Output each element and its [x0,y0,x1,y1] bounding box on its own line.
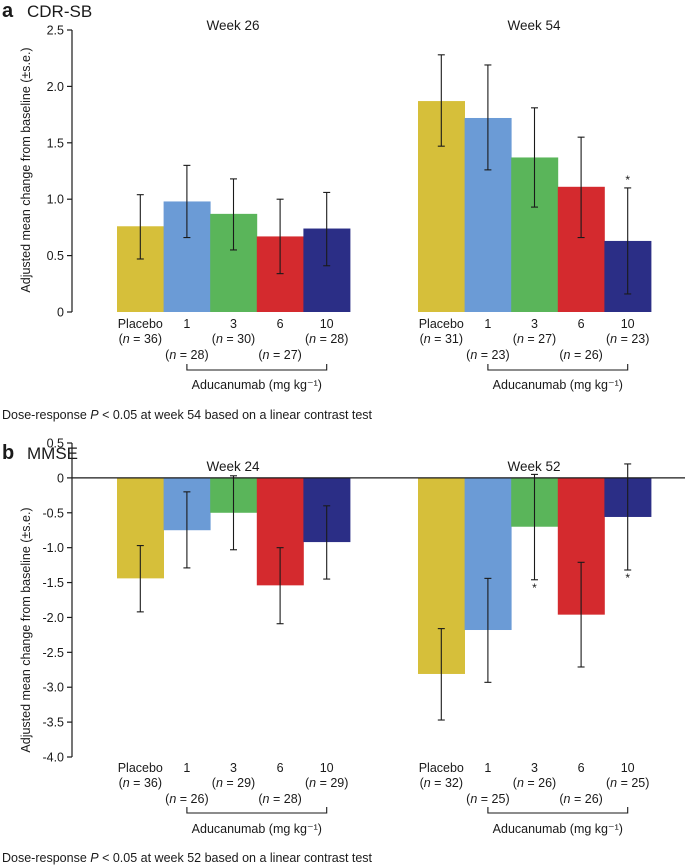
panel-a-footnote: Dose-response P < 0.05 at week 54 based … [2,408,373,422]
panel-b-category-label: 3 [531,761,538,775]
panel-b-y-tick-label: -3.5 [42,716,64,730]
panel-b: b MMSE Adjusted mean change from baselin… [2,437,685,865]
panel-b-dose-bracket [487,807,629,814]
panel-a-category-label: 3 [230,317,237,331]
panel-b-category-label: 1 [183,761,190,775]
panel-b-plot: -4.0 -3.5 -3.0 -2.5 -2.0 -1.5 -1.0 -0.5 0 0.5 Plac… [42,437,685,836]
panel-b-n-label: (n = 28) [258,792,301,806]
panel-b-footnote: Dose-response P < 0.05 at week 52 based … [2,851,373,865]
panel-b-n-label: (n = 26) [513,776,556,790]
panel-a-n-label: (n = 23) [466,348,509,362]
panel-b-y-tick-label: 0.5 [47,437,64,451]
panel-a: a CDR-SB Adjusted mean change from basel… [2,0,652,422]
panel-b-dose-group-label: Aducanumab (mg kg⁻¹) [493,822,623,836]
panel-b-n-label: (n = 26) [559,792,602,806]
panel-b-category-label: Placebo [118,761,163,775]
panel-b-category-label: Placebo [419,761,464,775]
panel-a-dose-group-label: Aducanumab (mg kg⁻¹) [192,378,322,392]
panel-a-group-title-2: Week 54 [507,18,561,33]
panel-a-category-label: 1 [183,317,190,331]
panel-b-n-label: (n = 29) [212,776,255,790]
panel-b-y-axis-label: Adjusted mean change from baseline (±s.e… [19,507,33,752]
panel-a-category-label: 10 [320,317,334,331]
panel-a-category-label: 6 [277,317,284,331]
panel-b-dose-bracket [186,807,328,814]
panel-b-group-title-1: Week 24 [206,459,260,474]
panel-b-n-label: (n = 36) [119,776,162,790]
panel-b-category-label: 1 [484,761,491,775]
panel-b-significance-marker: * [625,571,630,585]
panel-a-category-label: 1 [484,317,491,331]
panel-a-y-tick-label: 1.5 [47,136,64,150]
panel-a-n-label: (n = 31) [420,332,463,346]
panel-a-y-tick-label: 0 [57,306,64,320]
panel-b-group-title-2: Week 52 [507,459,560,474]
panel-a-dose-bracket [487,364,629,371]
panel-a-n-label: (n = 27) [258,348,301,362]
panel-a-label: a [2,0,14,22]
panel-a-n-label: (n = 28) [305,332,348,346]
panel-b-category-label: 6 [277,761,284,775]
panel-b-y-tick-label: 0 [57,471,64,485]
panel-b-dose-group-label: Aducanumab (mg kg⁻¹) [192,822,322,836]
panel-a-n-label: (n = 36) [119,332,162,346]
panel-b-y-tick-label: -2.5 [42,646,64,660]
panel-a-significance-marker: * [625,173,630,187]
panel-a-y-axis-label: Adjusted mean change from baseline (±s.e… [19,47,33,292]
panel-b-label: b [2,442,14,464]
panel-b-title: MMSE [27,444,78,463]
panel-b-n-label: (n = 26) [165,792,208,806]
panel-a-y-tick-label: 1.0 [47,193,64,207]
panel-b-y-tick-label: -2.0 [42,611,64,625]
panel-b-category-label: 10 [320,761,334,775]
panel-b-y-tick-label: -3.0 [42,681,64,695]
panel-b-n-label: (n = 25) [606,776,649,790]
panel-a-category-label: 6 [578,317,585,331]
panel-b-category-label: 6 [578,761,585,775]
panel-a-n-label: (n = 26) [559,348,602,362]
panel-a-y-tick-label: 0.5 [47,249,64,263]
panel-a-n-label: (n = 27) [513,332,556,346]
panel-a-y-tick-label: 2.5 [47,24,64,38]
panel-b-category-label: 3 [230,761,237,775]
panel-a-n-label: (n = 23) [606,332,649,346]
panel-b-n-label: (n = 25) [466,792,509,806]
panel-b-category-label: 10 [621,761,635,775]
panel-a-y-tick-label: 2.0 [47,80,64,94]
panel-b-y-tick-label: -4.0 [42,751,64,765]
panel-a-n-label: (n = 30) [212,332,255,346]
panel-a-category-label: 10 [621,317,635,331]
panel-b-significance-marker: * [532,581,537,595]
panel-b-y-tick-label: -1.0 [42,541,64,555]
panel-a-category-label: Placebo [118,317,163,331]
panel-b-n-label: (n = 32) [420,776,463,790]
panel-a-category-label: Placebo [419,317,464,331]
panel-b-n-label: (n = 29) [305,776,348,790]
panel-a-dose-bracket [186,364,328,371]
panel-b-y-tick-label: -1.5 [42,576,64,590]
panel-a-title: CDR-SB [27,2,92,21]
panel-b-y-tick-label: -0.5 [42,506,64,520]
panel-a-dose-group-label: Aducanumab (mg kg⁻¹) [493,378,623,392]
panel-a-n-label: (n = 28) [165,348,208,362]
panel-a-group-title-1: Week 26 [206,18,259,33]
panel-a-category-label: 3 [531,317,538,331]
